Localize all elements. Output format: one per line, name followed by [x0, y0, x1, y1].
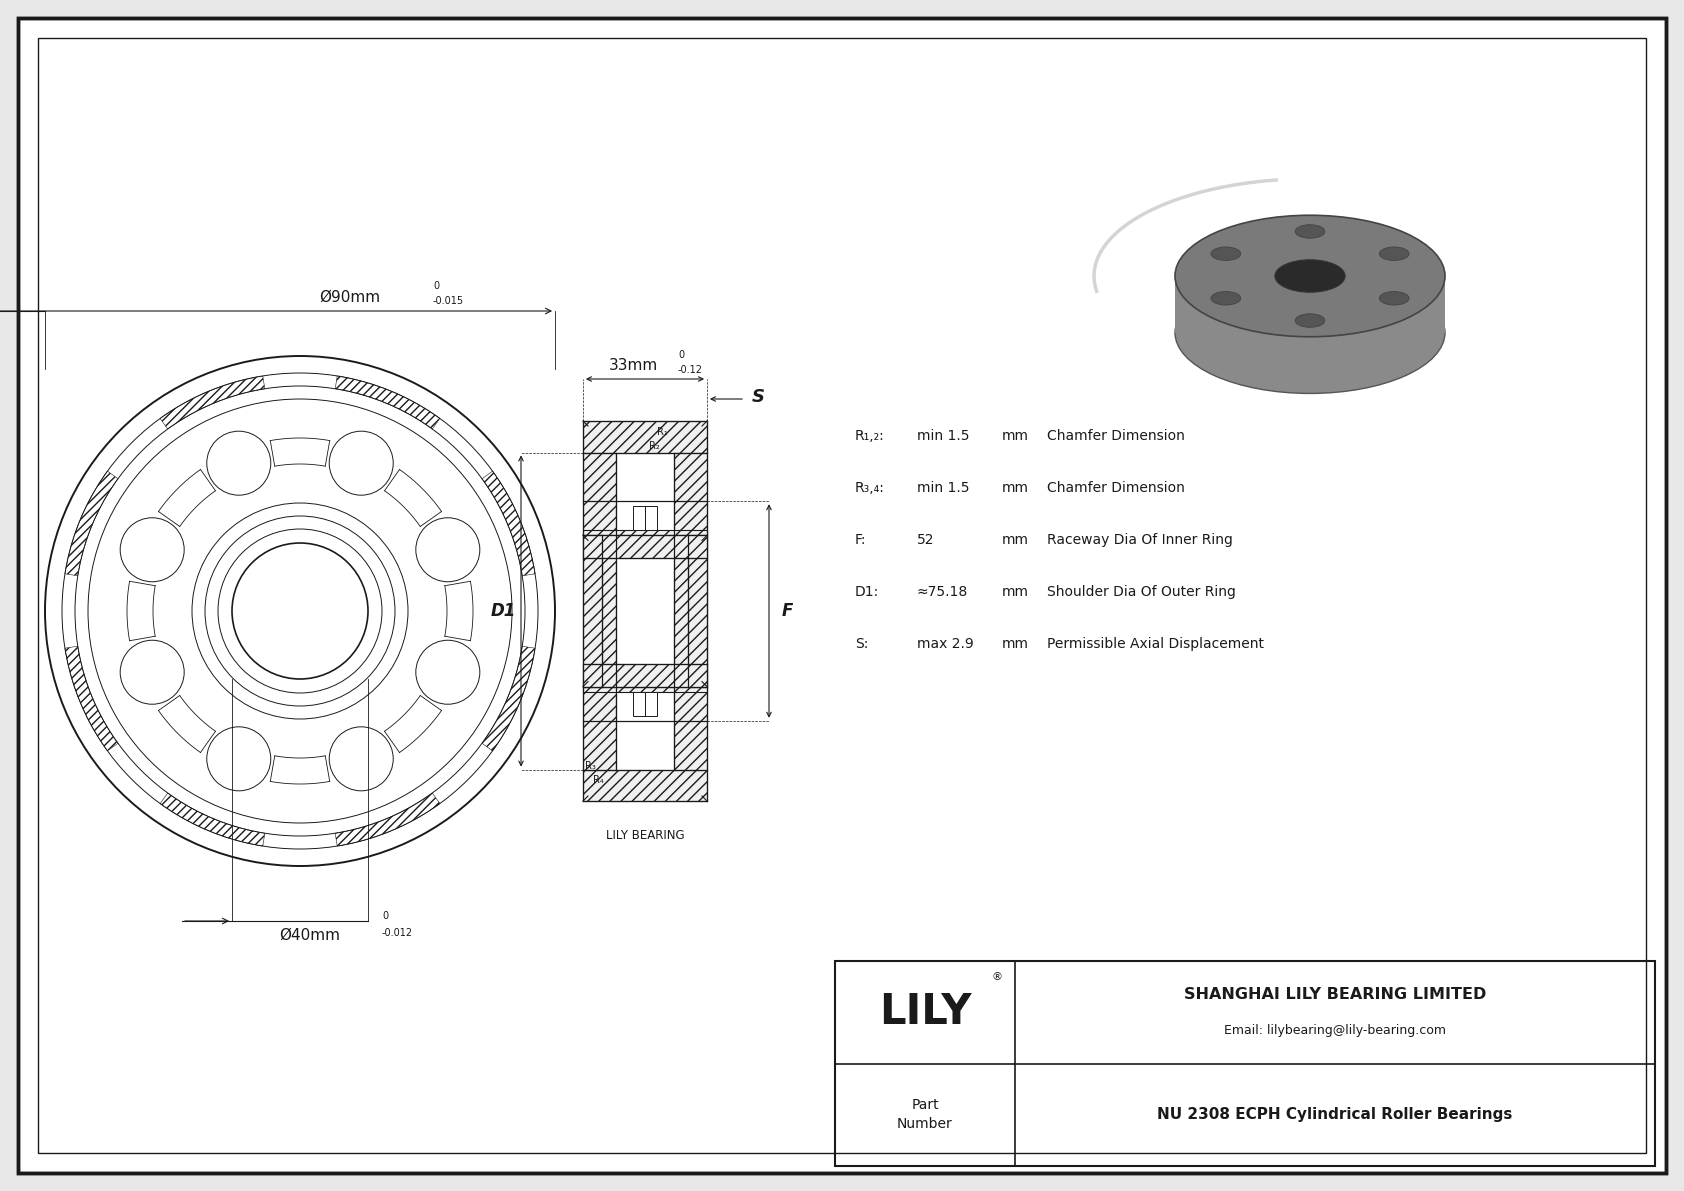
- Text: Ø40mm: Ø40mm: [280, 928, 340, 943]
- Polygon shape: [583, 453, 616, 769]
- Bar: [633, 506, 645, 530]
- Text: F:: F:: [855, 534, 867, 547]
- Text: Permissible Axial Displacement: Permissible Axial Displacement: [1047, 637, 1265, 651]
- Text: 0: 0: [433, 281, 440, 291]
- Text: Email: lilybearing@lily-bearing.com: Email: lilybearing@lily-bearing.com: [1224, 1024, 1447, 1036]
- Bar: [645, 692, 657, 716]
- Text: ®: ®: [992, 972, 1002, 983]
- Polygon shape: [689, 536, 707, 686]
- Polygon shape: [583, 686, 707, 692]
- Ellipse shape: [1295, 313, 1325, 328]
- Polygon shape: [583, 420, 707, 453]
- Polygon shape: [66, 647, 118, 750]
- Text: R₃: R₃: [584, 761, 596, 771]
- Text: mm: mm: [1002, 481, 1029, 495]
- Text: R₁: R₁: [657, 428, 669, 437]
- Text: Chamfer Dimension: Chamfer Dimension: [1047, 481, 1186, 495]
- Bar: [1175, 276, 1445, 332]
- Text: min 1.5: min 1.5: [918, 429, 970, 443]
- Ellipse shape: [1211, 247, 1241, 261]
- Ellipse shape: [1379, 247, 1410, 261]
- Polygon shape: [160, 376, 264, 429]
- Text: 33mm: 33mm: [608, 358, 658, 373]
- Bar: [633, 692, 645, 716]
- Bar: [835, 961, 1655, 1166]
- Text: Part
Number: Part Number: [898, 1098, 953, 1131]
- Polygon shape: [482, 647, 536, 750]
- Text: D1: D1: [490, 601, 515, 621]
- Polygon shape: [583, 769, 707, 802]
- Text: Ø90mm: Ø90mm: [320, 289, 381, 305]
- Polygon shape: [583, 665, 707, 686]
- Text: 52: 52: [918, 534, 935, 547]
- Text: mm: mm: [1002, 429, 1029, 443]
- Text: D1:: D1:: [855, 585, 879, 599]
- Text: LILY BEARING: LILY BEARING: [606, 829, 684, 842]
- Text: ≈75.18: ≈75.18: [918, 585, 968, 599]
- Polygon shape: [66, 472, 118, 575]
- Text: Raceway Dia Of Inner Ring: Raceway Dia Of Inner Ring: [1047, 534, 1233, 547]
- Text: mm: mm: [1002, 534, 1029, 547]
- Text: R₂: R₂: [648, 441, 660, 451]
- Text: SHANGHAI LILY BEARING LIMITED: SHANGHAI LILY BEARING LIMITED: [1184, 987, 1487, 1002]
- Text: R₁,₂:: R₁,₂:: [855, 429, 884, 443]
- Text: Shoulder Dia Of Outer Ring: Shoulder Dia Of Outer Ring: [1047, 585, 1236, 599]
- Text: -0.12: -0.12: [679, 364, 702, 375]
- Polygon shape: [583, 536, 601, 686]
- Polygon shape: [674, 453, 707, 769]
- Text: S:: S:: [855, 637, 869, 651]
- Ellipse shape: [1295, 225, 1325, 238]
- Text: F: F: [781, 601, 793, 621]
- Text: mm: mm: [1002, 637, 1029, 651]
- Text: NU 2308 ECPH Cylindrical Roller Bearings: NU 2308 ECPH Cylindrical Roller Bearings: [1157, 1108, 1512, 1122]
- Text: 0: 0: [382, 911, 387, 921]
- Text: max 2.9: max 2.9: [918, 637, 973, 651]
- Bar: [645, 506, 657, 530]
- Text: Chamfer Dimension: Chamfer Dimension: [1047, 429, 1186, 443]
- Text: 0: 0: [679, 350, 684, 360]
- Text: min 1.5: min 1.5: [918, 481, 970, 495]
- Polygon shape: [335, 793, 440, 846]
- Ellipse shape: [1379, 292, 1410, 305]
- Polygon shape: [583, 536, 707, 557]
- Ellipse shape: [1175, 216, 1445, 337]
- Text: S: S: [753, 388, 765, 406]
- Text: R₄: R₄: [593, 775, 605, 785]
- Text: mm: mm: [1002, 585, 1029, 599]
- Ellipse shape: [1175, 272, 1445, 393]
- Polygon shape: [482, 472, 536, 575]
- Ellipse shape: [1211, 292, 1241, 305]
- Ellipse shape: [1275, 260, 1346, 292]
- Polygon shape: [583, 530, 707, 536]
- Text: -0.015: -0.015: [433, 297, 465, 306]
- Text: R₃,₄:: R₃,₄:: [855, 481, 884, 495]
- Text: LILY: LILY: [879, 991, 972, 1034]
- Polygon shape: [335, 376, 440, 429]
- Text: -0.012: -0.012: [382, 928, 413, 939]
- Polygon shape: [160, 793, 264, 846]
